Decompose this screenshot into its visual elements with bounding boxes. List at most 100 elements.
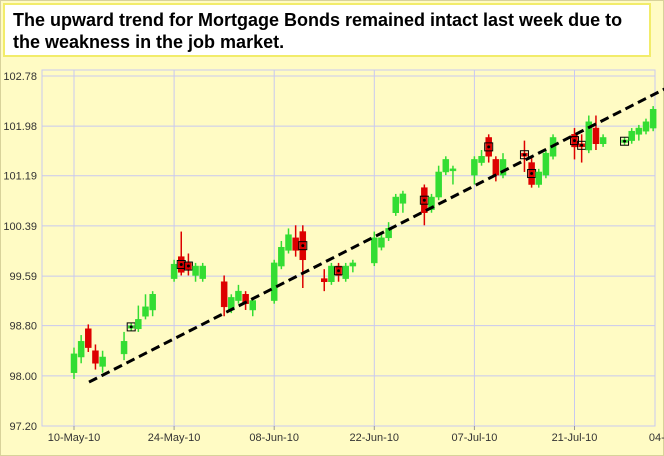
candle-body bbox=[449, 168, 457, 172]
chart-title: The upward trend for Mortgage Bonds rema… bbox=[13, 10, 623, 52]
candle-body bbox=[435, 171, 442, 198]
candle-body bbox=[77, 341, 85, 358]
candle-body bbox=[392, 196, 399, 213]
x-tick-label: 21-Jul-10 bbox=[552, 432, 598, 444]
candle-marker bbox=[620, 136, 630, 146]
candle bbox=[292, 225, 299, 257]
candle-body bbox=[478, 156, 485, 163]
x-tick-label: 04-Aug-10 bbox=[649, 432, 664, 444]
candle bbox=[285, 228, 292, 254]
candle-body bbox=[292, 237, 299, 251]
candle bbox=[484, 134, 494, 163]
candle-body bbox=[492, 159, 500, 176]
candle bbox=[170, 259, 178, 282]
candle-marker-dot bbox=[530, 172, 534, 176]
candle-body bbox=[371, 237, 378, 264]
candle-marker bbox=[519, 150, 529, 160]
candle-body bbox=[378, 237, 385, 248]
grid bbox=[41, 69, 656, 430]
candle bbox=[620, 136, 630, 146]
candle bbox=[192, 262, 199, 282]
candle bbox=[385, 222, 392, 241]
candle bbox=[142, 294, 149, 320]
candle-body bbox=[249, 300, 256, 311]
candle bbox=[135, 305, 142, 332]
candle-body bbox=[442, 159, 450, 173]
candle bbox=[585, 115, 593, 154]
candle bbox=[92, 344, 99, 370]
candle-body bbox=[628, 130, 635, 141]
candle bbox=[70, 347, 78, 379]
candle-body bbox=[220, 281, 228, 308]
candle-marker-dot bbox=[422, 198, 426, 202]
candle bbox=[635, 124, 643, 141]
candle bbox=[449, 165, 457, 185]
candle-body bbox=[278, 246, 285, 267]
candle-body bbox=[499, 159, 507, 176]
candle bbox=[349, 259, 357, 273]
candle-body bbox=[349, 262, 357, 267]
candle bbox=[126, 322, 136, 332]
y-tick-label: 99.59 bbox=[9, 271, 37, 283]
title-box: The upward trend for Mortgage Bonds rema… bbox=[3, 3, 651, 57]
x-tick-label: 22-Jun-10 bbox=[350, 432, 400, 444]
candle-marker-dot bbox=[129, 325, 133, 329]
candle-body bbox=[142, 306, 149, 317]
candle-body bbox=[285, 234, 292, 251]
candle bbox=[235, 284, 242, 304]
candle bbox=[242, 291, 249, 310]
candle-marker-dot bbox=[179, 262, 183, 266]
candle-body bbox=[585, 121, 593, 151]
trend-line-dashes bbox=[88, 87, 664, 384]
candle bbox=[535, 168, 542, 188]
candle-body bbox=[592, 127, 600, 144]
candle bbox=[419, 184, 429, 226]
candle-body bbox=[270, 262, 278, 301]
candle-body bbox=[92, 350, 99, 364]
candle bbox=[392, 193, 399, 216]
candle bbox=[328, 262, 335, 285]
candle-body bbox=[535, 171, 542, 185]
candle bbox=[85, 324, 92, 352]
candle bbox=[527, 156, 537, 188]
candle-body bbox=[70, 353, 78, 373]
x-tick-label: 07-Jul-10 bbox=[451, 432, 497, 444]
y-tick-label: 97.20 bbox=[9, 421, 37, 433]
candle bbox=[220, 275, 228, 317]
x-axis-ticks: 10-May-10 24-May-10 08-Jun-10 22-Jun-10 07-J… bbox=[48, 432, 664, 444]
candle-marker bbox=[570, 136, 579, 146]
candle bbox=[149, 291, 156, 317]
candle bbox=[342, 262, 349, 282]
candle bbox=[77, 335, 85, 364]
candle-body bbox=[321, 278, 328, 282]
candle bbox=[599, 134, 607, 147]
candle-body bbox=[428, 196, 435, 210]
candle-body bbox=[328, 265, 335, 282]
candle bbox=[642, 118, 650, 135]
candle-body bbox=[85, 328, 92, 348]
candle-body bbox=[170, 263, 178, 279]
candle bbox=[371, 231, 378, 267]
candle bbox=[435, 165, 442, 201]
candle bbox=[628, 128, 635, 144]
candle-marker-dot bbox=[623, 139, 627, 143]
candle-body bbox=[99, 356, 106, 367]
candle bbox=[442, 156, 450, 176]
candle bbox=[592, 115, 600, 151]
trend-line bbox=[88, 87, 664, 384]
candles bbox=[70, 106, 657, 379]
y-tick-label: 101.98 bbox=[3, 121, 37, 133]
candle bbox=[334, 262, 344, 282]
candle bbox=[183, 253, 193, 276]
plot-border bbox=[41, 69, 656, 427]
candle-body bbox=[235, 290, 242, 301]
candle-body bbox=[471, 159, 478, 176]
candle-marker-dot bbox=[573, 139, 576, 143]
candle bbox=[519, 140, 529, 172]
candle-body bbox=[599, 137, 607, 144]
candle-body bbox=[199, 265, 206, 279]
candle bbox=[542, 150, 550, 179]
x-tick-label: 08-Jun-10 bbox=[249, 432, 299, 444]
x-tick-label: 24-May-10 bbox=[148, 432, 201, 444]
